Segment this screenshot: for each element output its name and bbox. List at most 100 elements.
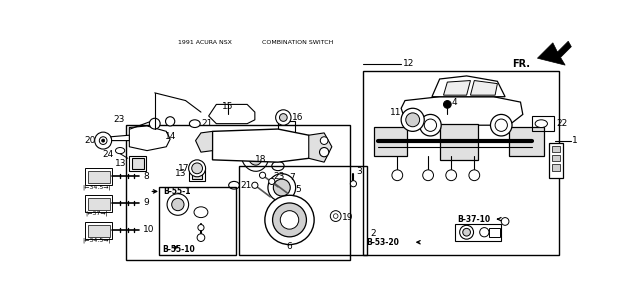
Circle shape bbox=[102, 139, 105, 142]
Circle shape bbox=[273, 203, 307, 237]
Bar bbox=[552, 164, 560, 171]
Text: 5: 5 bbox=[296, 184, 301, 194]
Text: 13: 13 bbox=[115, 159, 126, 168]
Text: 10: 10 bbox=[143, 225, 155, 234]
Text: 2: 2 bbox=[371, 228, 376, 237]
Polygon shape bbox=[111, 135, 129, 141]
Text: |←34.5→|: |←34.5→| bbox=[83, 238, 111, 243]
Text: |←34.5→|: |←34.5→| bbox=[83, 184, 111, 190]
Circle shape bbox=[490, 115, 512, 136]
Text: COMBINATION SWITCH: COMBINATION SWITCH bbox=[262, 40, 333, 45]
Circle shape bbox=[172, 198, 184, 211]
Polygon shape bbox=[308, 133, 332, 162]
Circle shape bbox=[99, 137, 107, 144]
Bar bbox=[86, 168, 113, 185]
Bar bbox=[88, 198, 110, 210]
Polygon shape bbox=[129, 126, 170, 151]
Circle shape bbox=[422, 170, 433, 181]
Circle shape bbox=[446, 170, 456, 181]
Text: 9: 9 bbox=[143, 199, 149, 208]
Circle shape bbox=[469, 170, 480, 181]
Text: 19: 19 bbox=[342, 213, 353, 222]
Ellipse shape bbox=[247, 144, 262, 165]
Bar bbox=[86, 195, 113, 212]
Bar bbox=[278, 121, 295, 133]
Bar bbox=[489, 228, 500, 237]
Text: 7: 7 bbox=[289, 173, 295, 182]
Circle shape bbox=[268, 174, 296, 202]
Ellipse shape bbox=[241, 138, 269, 171]
Circle shape bbox=[392, 170, 403, 181]
Ellipse shape bbox=[272, 161, 284, 171]
Circle shape bbox=[192, 163, 202, 174]
Text: B-53-20: B-53-20 bbox=[367, 238, 399, 247]
Bar bbox=[126, 125, 349, 260]
Bar bbox=[532, 116, 554, 131]
Bar bbox=[88, 225, 110, 237]
Circle shape bbox=[460, 225, 474, 239]
Text: 16: 16 bbox=[292, 113, 303, 122]
Circle shape bbox=[463, 228, 470, 236]
Polygon shape bbox=[374, 127, 407, 156]
Circle shape bbox=[95, 132, 111, 149]
Text: FR.: FR. bbox=[512, 59, 530, 68]
Circle shape bbox=[480, 228, 489, 237]
Circle shape bbox=[189, 160, 205, 177]
Polygon shape bbox=[470, 80, 497, 95]
Text: 15: 15 bbox=[222, 102, 234, 111]
Text: B-55-1: B-55-1 bbox=[163, 187, 191, 196]
Polygon shape bbox=[538, 41, 572, 65]
Text: |←37→|: |←37→| bbox=[86, 211, 108, 216]
Circle shape bbox=[269, 178, 275, 184]
Bar bbox=[159, 187, 236, 254]
Text: 17: 17 bbox=[178, 164, 189, 173]
Circle shape bbox=[167, 194, 189, 215]
Ellipse shape bbox=[535, 120, 547, 127]
Text: 20: 20 bbox=[84, 136, 95, 145]
Bar bbox=[552, 155, 560, 161]
Circle shape bbox=[265, 195, 314, 245]
Circle shape bbox=[198, 225, 204, 231]
Circle shape bbox=[424, 119, 436, 131]
Circle shape bbox=[406, 113, 420, 127]
Text: 1: 1 bbox=[572, 136, 578, 145]
Circle shape bbox=[259, 172, 266, 178]
Bar bbox=[239, 166, 367, 254]
Circle shape bbox=[252, 182, 258, 188]
Text: 21: 21 bbox=[240, 181, 252, 190]
Text: 13: 13 bbox=[175, 169, 186, 178]
Circle shape bbox=[333, 214, 338, 218]
Text: B-55-10: B-55-10 bbox=[163, 245, 195, 254]
Text: 14: 14 bbox=[164, 132, 176, 141]
Bar bbox=[549, 143, 563, 178]
Polygon shape bbox=[509, 127, 543, 156]
Bar bbox=[129, 156, 147, 171]
Circle shape bbox=[166, 117, 175, 126]
Polygon shape bbox=[196, 131, 212, 152]
Circle shape bbox=[501, 218, 509, 225]
Polygon shape bbox=[212, 129, 316, 162]
Text: B-37-10: B-37-10 bbox=[458, 215, 490, 224]
Bar bbox=[88, 171, 110, 183]
Circle shape bbox=[330, 211, 341, 222]
Circle shape bbox=[444, 100, 451, 108]
Text: 22: 22 bbox=[557, 119, 568, 128]
Polygon shape bbox=[209, 104, 255, 124]
Circle shape bbox=[276, 110, 291, 125]
Polygon shape bbox=[440, 124, 478, 160]
Text: 24: 24 bbox=[102, 150, 114, 159]
Bar bbox=[455, 224, 501, 241]
Bar bbox=[189, 167, 205, 181]
Circle shape bbox=[273, 179, 291, 196]
Polygon shape bbox=[432, 76, 505, 97]
Circle shape bbox=[149, 118, 160, 129]
Ellipse shape bbox=[115, 147, 125, 154]
Text: 6: 6 bbox=[287, 242, 292, 251]
Text: 18: 18 bbox=[255, 155, 266, 164]
Circle shape bbox=[495, 119, 508, 131]
Text: 23: 23 bbox=[273, 172, 284, 181]
Circle shape bbox=[350, 181, 356, 187]
Text: 3: 3 bbox=[356, 167, 362, 176]
Text: 23: 23 bbox=[113, 115, 125, 124]
Bar bbox=[192, 170, 202, 179]
